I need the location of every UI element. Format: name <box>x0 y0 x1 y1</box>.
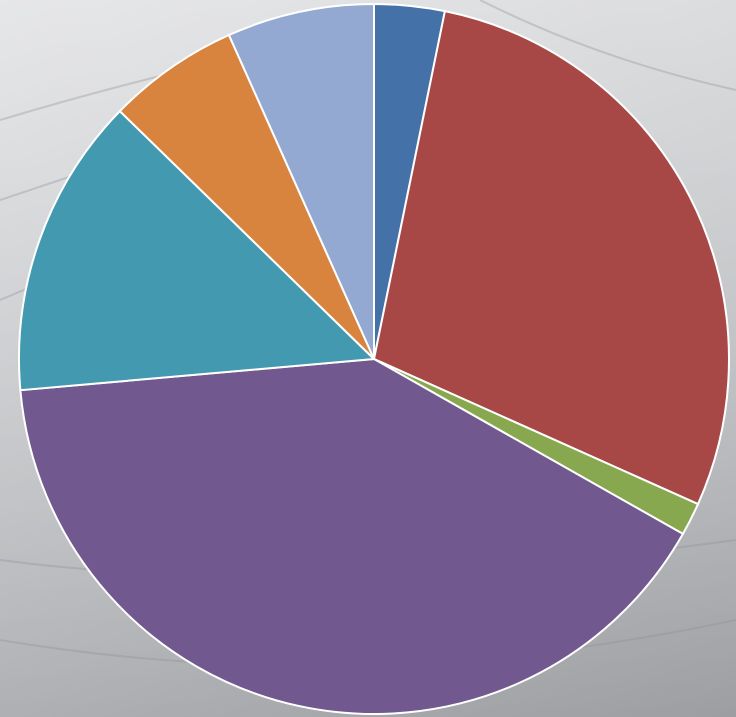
pie-slice-6 <box>118 33 375 360</box>
pie-slice-7 <box>227 2 375 360</box>
pie-slice-5 <box>17 109 377 392</box>
pie-slice-2 <box>372 9 730 506</box>
pie-slices <box>17 2 730 716</box>
pie-slice-4 <box>19 357 685 716</box>
